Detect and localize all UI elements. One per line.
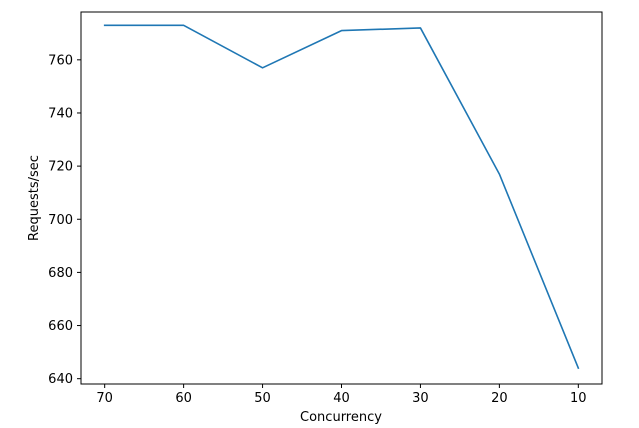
y-axis-title: Requests/sec: [27, 155, 42, 241]
y-tick-label: 720: [48, 160, 73, 175]
x-tick-label: 60: [175, 391, 192, 406]
x-tick-label: 10: [570, 391, 587, 406]
x-tick-label: 20: [491, 391, 508, 406]
plot-area: [80, 11, 603, 385]
y-tick-label: 700: [48, 213, 73, 228]
y-tick-label: 740: [48, 106, 73, 121]
y-axis: 640 660 680 700 720 740 760: [48, 53, 81, 387]
x-tick-label: 30: [412, 391, 429, 406]
series-layer: [103, 24, 580, 370]
y-tick-label: 760: [48, 53, 73, 68]
x-axis: 70 60 50 40 30 20 10: [96, 384, 587, 406]
y-tick-label: 640: [48, 372, 73, 387]
x-axis-title: Concurrency: [300, 410, 382, 425]
x-tick-label: 50: [254, 391, 271, 406]
y-tick-label: 680: [48, 266, 73, 281]
y-tick-label: 660: [48, 319, 73, 334]
x-tick-label: 70: [96, 391, 113, 406]
x-tick-label: 40: [333, 391, 350, 406]
